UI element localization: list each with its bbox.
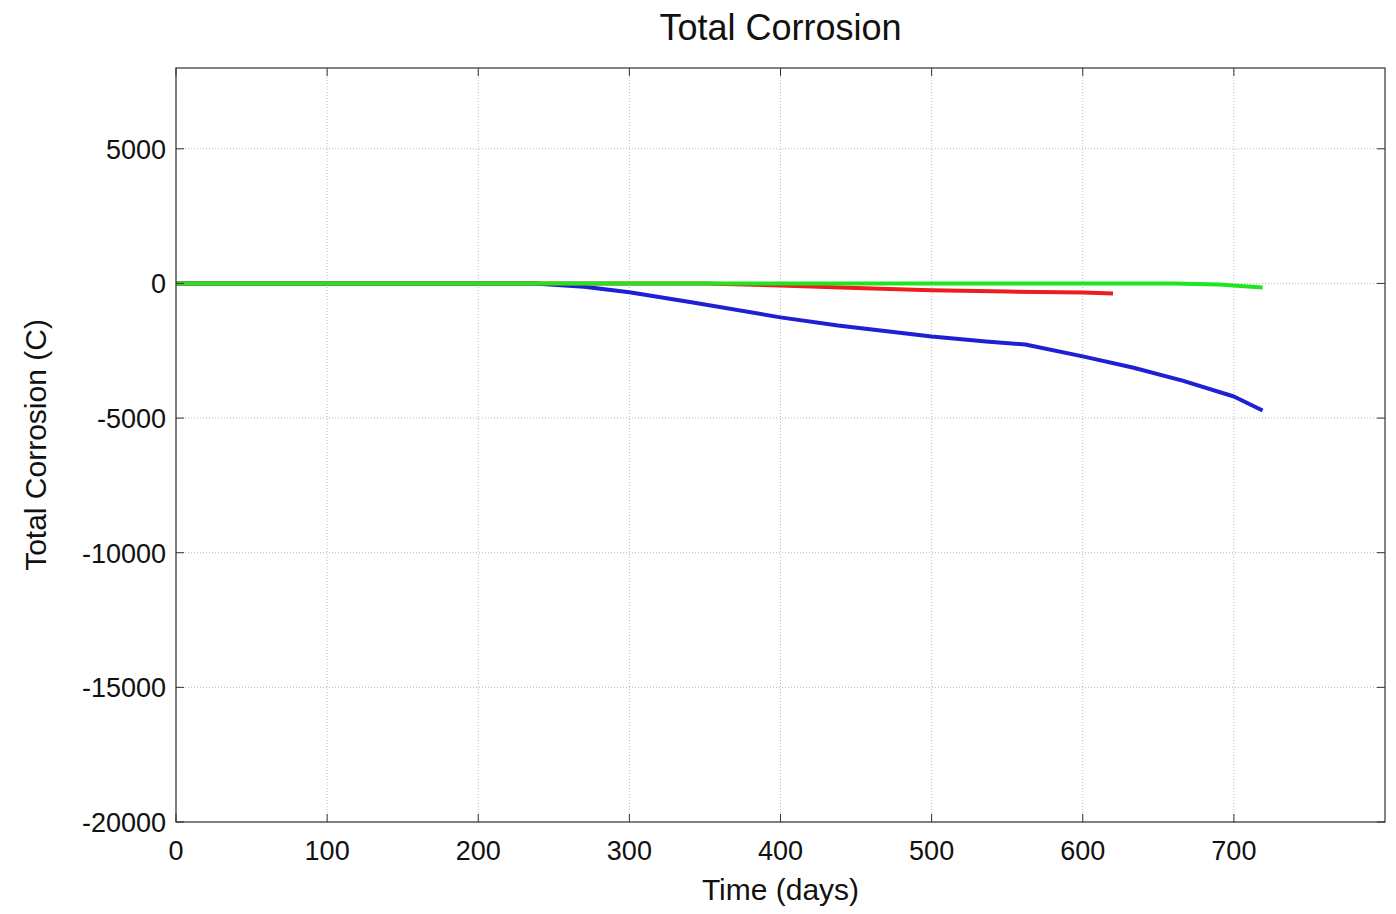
series-line (176, 283, 1263, 287)
x-tick-label: 100 (305, 836, 350, 866)
tick-y (176, 822, 184, 823)
x-tick-label: 300 (607, 836, 652, 866)
tick-y-right (1377, 418, 1385, 419)
y-tick-label: 5000 (106, 135, 166, 165)
tick-x-top (327, 68, 328, 76)
grid-line-y (176, 687, 1385, 688)
grid-line-x (931, 68, 932, 822)
grid-line-y (176, 148, 1385, 149)
tick-y (176, 418, 184, 419)
y-tick-label: 0 (151, 269, 166, 299)
tick-y (176, 552, 184, 553)
tick-x-top (931, 68, 932, 76)
frame (176, 68, 1385, 822)
y-tick-label: -20000 (82, 808, 166, 838)
grid-line-x (478, 68, 479, 822)
tick-x (327, 814, 328, 822)
x-tick-label: 600 (1060, 836, 1105, 866)
tick-y (176, 148, 184, 149)
grid-line-x (629, 68, 630, 822)
grid-line-x (327, 68, 328, 822)
tick-y-right (1377, 148, 1385, 149)
y-tick-label: -15000 (82, 673, 166, 703)
x-tick-label: 400 (758, 836, 803, 866)
tick-x-top (780, 68, 781, 76)
tick-x (478, 814, 479, 822)
tick-y-right (1377, 687, 1385, 688)
page: {"chart_data": { "type": "line", "title"… (0, 0, 1396, 914)
tick-x (1233, 814, 1234, 822)
y-tick-label: -10000 (82, 539, 166, 569)
x-tick-label: 0 (168, 836, 183, 866)
tick-x (780, 814, 781, 822)
tick-x-top (629, 68, 630, 76)
tick-y-right (1377, 822, 1385, 823)
x-tick-label: 200 (456, 836, 501, 866)
grid-line-x (780, 68, 781, 822)
grid-line-x (1082, 68, 1083, 822)
tick-x-top (478, 68, 479, 76)
plot-area (176, 68, 1385, 822)
tick-y-right (1377, 552, 1385, 553)
y-tick-label: -5000 (97, 404, 166, 434)
tick-x (931, 814, 932, 822)
x-tick-label: 500 (909, 836, 954, 866)
tick-x (629, 814, 630, 822)
tick-y-right (1377, 283, 1385, 284)
tick-y (176, 283, 184, 284)
tick-x (176, 814, 177, 822)
chart-title: Total Corrosion (659, 7, 901, 48)
grid-line-y (176, 552, 1385, 553)
x-axis-title: Time (days) (702, 873, 859, 906)
tick-x-top (1082, 68, 1083, 76)
tick-x-top (176, 68, 177, 76)
tick-x (1082, 814, 1083, 822)
y-axis-title: Total Corrosion (C) (19, 319, 52, 571)
tick-x-top (1233, 68, 1234, 76)
x-tick-label: 700 (1211, 836, 1256, 866)
chart: 0 100 200 300 400 500 600 700 -20000 -15000 -10000… (0, 0, 1396, 914)
tick-y (176, 687, 184, 688)
series-group (176, 283, 1263, 410)
grid-line-x (1233, 68, 1234, 822)
grid-line-y (176, 418, 1385, 419)
series-line (176, 283, 1263, 410)
